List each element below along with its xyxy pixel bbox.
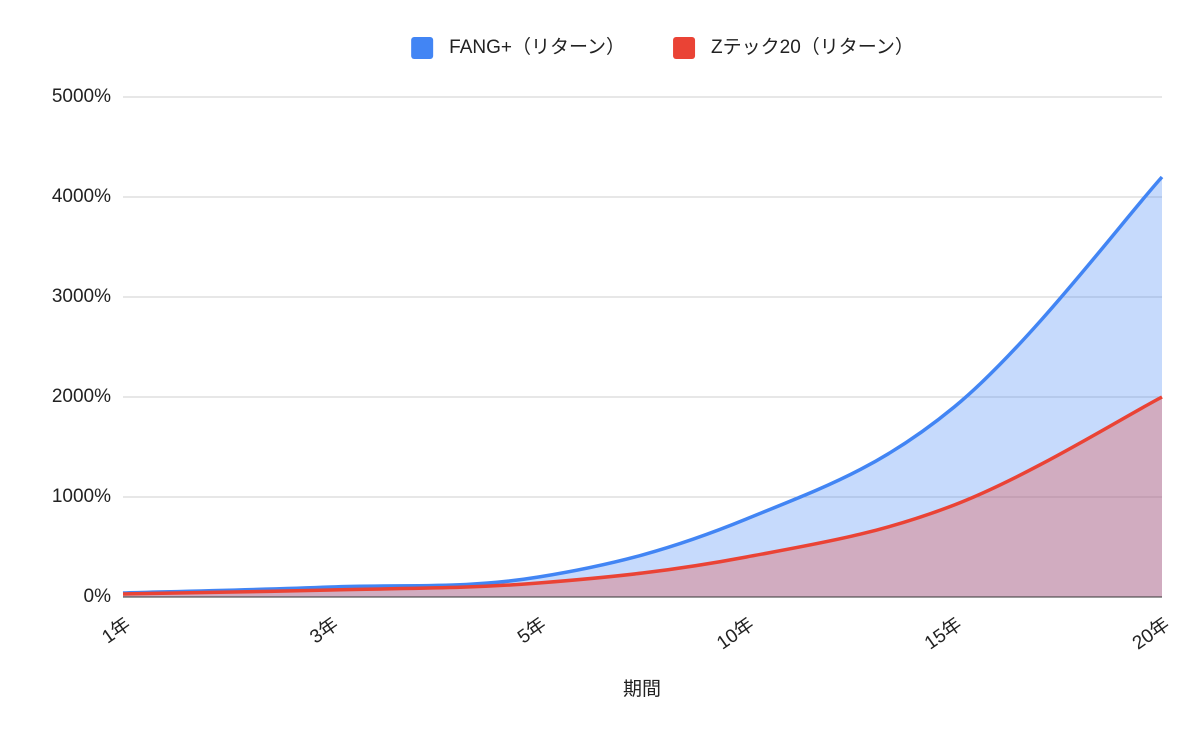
legend-swatch	[411, 37, 434, 59]
legend-item: Zテック20（リターン）	[673, 36, 914, 59]
legend-label: Zテック20（リターン）	[711, 36, 914, 58]
y-tick-label: 2000%	[52, 386, 111, 407]
legend-item: FANG+（リターン）	[411, 36, 625, 59]
y-tick-label: 5000%	[52, 86, 111, 107]
legend-swatch	[673, 37, 696, 59]
legend: FANG+（リターン） Zテック20（リターン）	[411, 36, 914, 59]
y-tick-label: 0%	[84, 586, 112, 607]
x-axis-title: 期間	[623, 678, 661, 700]
y-tick-label: 4000%	[52, 186, 111, 207]
legend-label: FANG+（リターン）	[449, 36, 625, 58]
y-tick-label: 1000%	[52, 486, 111, 507]
x-tick-label: 5年	[513, 613, 550, 648]
y-tick-label: 3000%	[52, 286, 111, 307]
x-tick-label: 3年	[306, 613, 343, 648]
x-tick-label: 15年	[920, 613, 966, 654]
line	[122, 175, 1164, 595]
x-tick-label: 10年	[713, 613, 759, 654]
area	[123, 397, 1162, 597]
x-tick-label: 1年	[98, 613, 135, 648]
area	[123, 177, 1162, 597]
line	[122, 395, 1163, 596]
x-tick-label: 20年	[1128, 613, 1174, 654]
